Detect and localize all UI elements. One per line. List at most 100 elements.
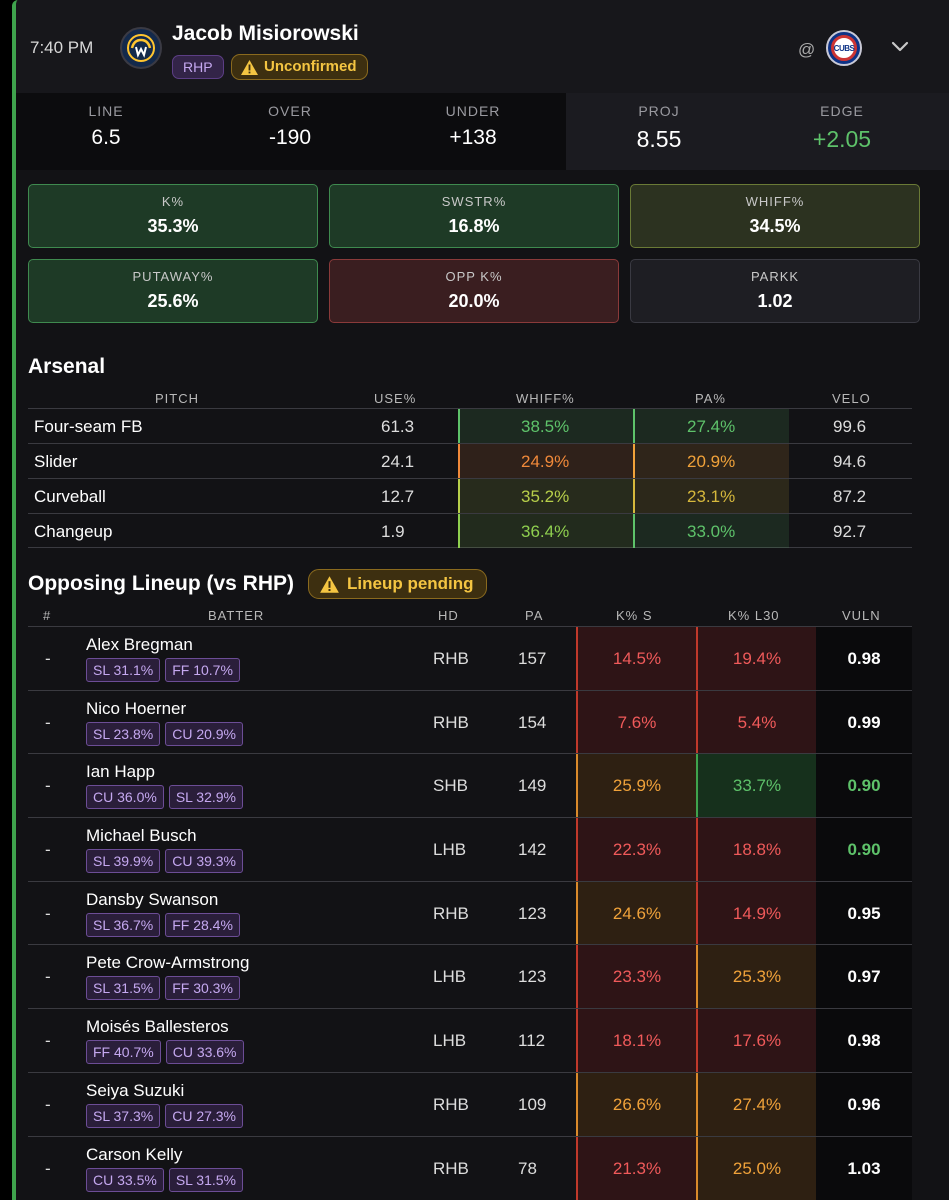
pitch-pa: 27.4% bbox=[687, 417, 736, 436]
whiff-cell-bg bbox=[458, 514, 633, 548]
batter-name[interactable]: Nico Hoerner bbox=[86, 698, 187, 718]
k-l30-value: 33.7% bbox=[732, 776, 782, 796]
cubs-logo-text: CUBS bbox=[831, 35, 857, 61]
lineup-pending-label: Lineup pending bbox=[347, 574, 474, 593]
metric-opp-k-pct: OPP K% 20.0% bbox=[329, 259, 619, 323]
vuln-value: 0.90 bbox=[847, 776, 881, 796]
card-header[interactable]: 7:40 PM Jacob Misiorowski RHP Unconfirme… bbox=[16, 0, 949, 93]
metric-label: PARKK bbox=[750, 269, 800, 284]
col-pa: PA% bbox=[695, 391, 726, 406]
cubs-logo-icon: CUBS bbox=[826, 30, 862, 66]
pitch-chip: CU 33.6% bbox=[165, 1040, 244, 1065]
vuln-value: 0.98 bbox=[847, 649, 881, 668]
metric-label: WHIFF% bbox=[745, 194, 805, 209]
lineup-row[interactable]: - Nico Hoerner SL 23.8% CU 20.9% RHB 154 7.6% 5… bbox=[28, 689, 912, 754]
col-order: # bbox=[43, 608, 52, 623]
vuln-cell: 0.95 bbox=[816, 881, 912, 945]
k-season-cell: 23.3% bbox=[576, 945, 696, 1009]
batting-order: - bbox=[45, 712, 51, 732]
batter-name[interactable]: Carson Kelly bbox=[86, 1144, 183, 1164]
proj-label: PROJ bbox=[638, 103, 680, 119]
lineup-row[interactable]: - Carson Kelly CU 33.5% SL 31.5% RHB 78 21.3% 2… bbox=[28, 1135, 912, 1200]
k-season-cell: 25.9% bbox=[576, 754, 696, 818]
under-value: +138 bbox=[449, 126, 497, 149]
pitch-whiff: 24.9% bbox=[521, 452, 570, 471]
pitcher-card: 7:40 PM Jacob Misiorowski RHP Unconfirme… bbox=[12, 0, 949, 1200]
col-pitch: PITCH bbox=[155, 391, 199, 406]
k-l30-value: 5.4% bbox=[737, 712, 777, 732]
batter-name[interactable]: Dansby Swanson bbox=[86, 889, 219, 909]
batting-order: - bbox=[45, 776, 51, 796]
pitch-velo: 94.6 bbox=[833, 452, 867, 471]
batter-pa: 149 bbox=[518, 776, 547, 796]
metric-label: SWSTR% bbox=[441, 194, 507, 209]
edge-label: EDGE bbox=[820, 103, 864, 119]
lineup-row[interactable]: - Alex Bregman SL 31.1% FF 10.7% RHB 157 14.5%… bbox=[28, 626, 912, 690]
metric-value: 35.3% bbox=[147, 216, 199, 236]
over-value: -190 bbox=[268, 126, 312, 149]
pitch-chip: CU 33.5% bbox=[86, 1167, 164, 1192]
edge-value: +2.05 bbox=[812, 126, 872, 152]
col-hd: HD bbox=[438, 608, 459, 623]
pa-cell-bg bbox=[633, 409, 789, 443]
pitch-whiff: 35.2% bbox=[521, 487, 570, 506]
col-batter: BATTER bbox=[208, 608, 265, 623]
batter-name[interactable]: Moisés Ballesteros bbox=[86, 1017, 229, 1037]
metric-k-pct: K% 35.3% bbox=[28, 184, 318, 248]
vuln-cell: 0.98 bbox=[816, 1009, 912, 1073]
lineup-row[interactable]: - Seiya Suzuki SL 37.3% CU 27.3% RHB 109 26.6%… bbox=[28, 1071, 912, 1136]
lineup-row[interactable]: - Moisés Ballesteros FF 40.7% CU 33.6% LHB 11… bbox=[28, 1008, 912, 1073]
batter-pa: 157 bbox=[518, 649, 547, 668]
lineup-row[interactable]: - Dansby Swanson SL 36.7% FF 28.4% RHB 123 24.… bbox=[28, 880, 912, 945]
whiff-cell-bg bbox=[458, 479, 633, 513]
batter-name[interactable]: Alex Bregman bbox=[86, 635, 193, 654]
col-k-l30: K% L30 bbox=[728, 608, 780, 623]
vuln-cell: 1.03 bbox=[816, 1136, 912, 1200]
batter-name[interactable]: Seiya Suzuki bbox=[86, 1080, 185, 1100]
lineup-table: # BATTER HD PA K% S K% L30 VULN - Alex Br… bbox=[28, 606, 912, 1200]
arsenal-row: Curveball 12.7 35.2% 23.1% 87.2 bbox=[28, 478, 912, 513]
line-stat: LINE 6.5 bbox=[21, 103, 191, 150]
warning-icon bbox=[240, 59, 259, 76]
batter-pa: 112 bbox=[518, 1031, 546, 1051]
metric-label: PUTAWAY% bbox=[132, 269, 214, 284]
batter-name[interactable]: Michael Busch bbox=[86, 826, 197, 846]
batter-name[interactable]: Ian Happ bbox=[86, 762, 155, 782]
batter-name[interactable]: Pete Crow-Armstrong bbox=[86, 953, 250, 973]
vuln-cell: 0.96 bbox=[816, 1072, 912, 1136]
metric-value: 34.5% bbox=[749, 216, 801, 236]
metric-value: 16.8% bbox=[448, 216, 500, 236]
batter-hand: RHB bbox=[433, 1094, 469, 1114]
k-season-value: 18.1% bbox=[612, 1031, 662, 1051]
vuln-cell: 0.99 bbox=[816, 690, 912, 754]
at-label: @ bbox=[798, 40, 816, 59]
lineup-row[interactable]: - Pete Crow-Armstrong SL 31.5% FF 30.3% LHB 1… bbox=[28, 944, 912, 1009]
batter-hand: RHB bbox=[433, 649, 469, 668]
batting-order: - bbox=[45, 649, 51, 668]
pitch-velo: 92.7 bbox=[833, 522, 867, 541]
k-l30-value: 17.6% bbox=[732, 1031, 782, 1051]
pitcher-name[interactable]: Jacob Misiorowski bbox=[172, 22, 359, 45]
unconfirmed-badge: Unconfirmed bbox=[231, 54, 368, 80]
line-value: 6.5 bbox=[91, 126, 121, 149]
metric-label: K% bbox=[161, 194, 185, 209]
vuln-cell: 0.98 bbox=[816, 627, 912, 690]
batter-pa: 109 bbox=[518, 1094, 547, 1114]
batting-order: - bbox=[45, 1158, 51, 1178]
k-season-cell: 7.6% bbox=[576, 690, 696, 754]
pitch-chip: CU 39.3% bbox=[165, 849, 244, 874]
proj-stat: PROJ 8.55 bbox=[574, 103, 744, 153]
pitch-chip: SL 37.3% bbox=[86, 1103, 161, 1128]
arsenal-row: Four-seam FB 61.3 38.5% 27.4% 99.6 bbox=[28, 408, 912, 443]
lineup-row[interactable]: - Michael Busch SL 39.9% CU 39.3% LHB 142 22.3… bbox=[28, 817, 912, 882]
chevron-down-icon[interactable] bbox=[890, 36, 910, 56]
k-season-value: 23.3% bbox=[612, 967, 662, 987]
pitch-use: 12.7 bbox=[381, 487, 415, 506]
game-time: 7:40 PM bbox=[30, 38, 94, 57]
lineup-row[interactable]: - Ian Happ CU 36.0% SL 32.9% SHB 149 25.9% 33.7… bbox=[28, 753, 912, 818]
pitch-use: 61.3 bbox=[381, 417, 415, 436]
pitch-whiff: 38.5% bbox=[521, 417, 570, 436]
k-season-cell: 21.3% bbox=[576, 1136, 696, 1200]
col-pa: PA bbox=[525, 608, 544, 623]
pitch-use: 24.1 bbox=[381, 452, 415, 471]
